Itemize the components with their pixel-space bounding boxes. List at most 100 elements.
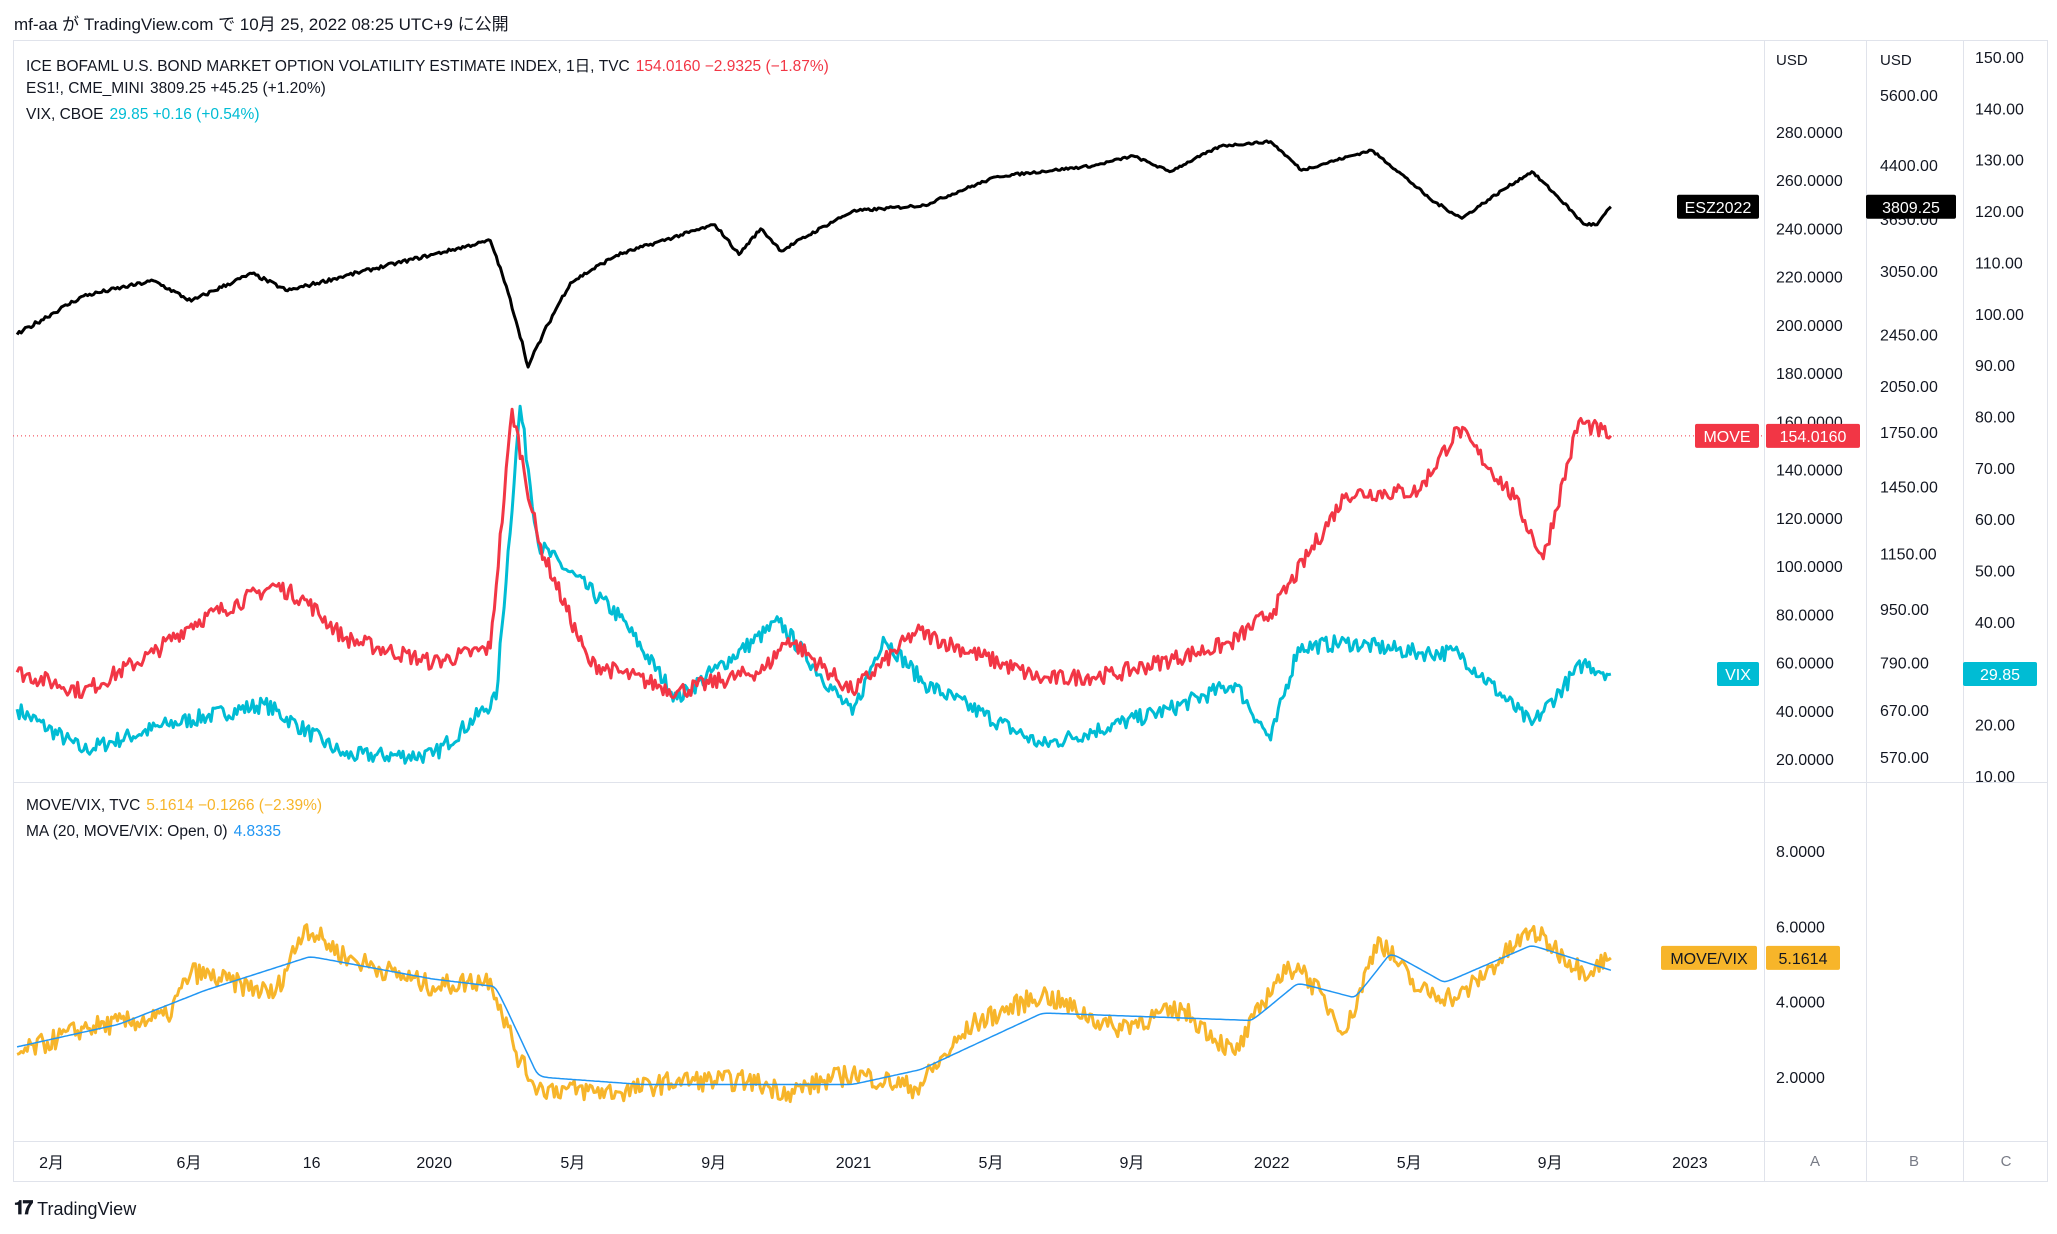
move-axis-tick: 280.0000 bbox=[1776, 125, 1843, 142]
es-axis-tick: 4400.00 bbox=[1880, 158, 1938, 175]
move-name-tag: MOVE bbox=[1703, 429, 1750, 446]
vix-line bbox=[15, 404, 1612, 765]
ratio-axis-tick: 6.0000 bbox=[1776, 919, 1825, 936]
legend-es[interactable]: ES1!, CME_MINI 3809.25 +45.25 (+1.20%) bbox=[26, 80, 326, 98]
ratio-axis-tick: 2.0000 bbox=[1776, 1070, 1825, 1087]
legend-move[interactable]: ICE BOFAML U.S. BOND MARKET OPTION VOLAT… bbox=[26, 54, 829, 76]
panel-divider bbox=[13, 782, 2048, 783]
legend-vix-name: VIX, CBOE bbox=[26, 106, 104, 123]
legend-ma-name: MA (20, MOVE/VIX: Open, 0) bbox=[26, 823, 228, 840]
legend-es-name: ES1!, CME_MINI bbox=[26, 80, 144, 97]
ma-line bbox=[16, 945, 1612, 1086]
move-line bbox=[15, 407, 1613, 700]
es-line bbox=[15, 139, 1612, 369]
legend-ma[interactable]: MA (20, MOVE/VIX: Open, 0) 4.8335 bbox=[26, 823, 281, 841]
ratio-axis-tick: 4.0000 bbox=[1776, 995, 1825, 1012]
legend-ma-value: 4.8335 bbox=[233, 823, 281, 840]
es-axis-tick: 570.00 bbox=[1880, 750, 1929, 767]
vix-axis-tick: 90.00 bbox=[1975, 358, 2015, 375]
move-axis-tick: 100.0000 bbox=[1776, 559, 1843, 576]
time-axis-tick: 5月 bbox=[1397, 1155, 1422, 1172]
move-axis-tick: 40.0000 bbox=[1776, 704, 1834, 721]
vix-axis-tick: 110.00 bbox=[1975, 255, 2023, 272]
move-axis-tick: 240.0000 bbox=[1776, 221, 1843, 238]
vix-axis-tick: 10.00 bbox=[1975, 769, 2015, 786]
es-axis-tick: 950.00 bbox=[1880, 602, 1929, 619]
ratio-line bbox=[16, 923, 1612, 1104]
vix-name-tag: VIX bbox=[1725, 667, 1751, 684]
move-value-tag: 154.0160 bbox=[1780, 429, 1847, 446]
vix-axis-tick: 120.00 bbox=[1975, 204, 2024, 221]
scale-divider-a bbox=[1764, 40, 1765, 1182]
move-axis-tick: 120.0000 bbox=[1776, 511, 1843, 528]
time-axis-tick: 9月 bbox=[701, 1155, 726, 1172]
vix-value-tag-box bbox=[1963, 662, 2037, 687]
legend-vix[interactable]: VIX, CBOE 29.85 +0.16 (+0.54%) bbox=[26, 106, 259, 124]
legend-vix-value: 29.85 +0.16 (+0.54%) bbox=[109, 106, 260, 123]
legend-ratio[interactable]: MOVE/VIX, TVC 5.1614 −0.1266 (−2.39%) bbox=[26, 797, 322, 815]
move-axis-tick: 20.0000 bbox=[1776, 752, 1834, 769]
ratio-name-tag: MOVE/VIX bbox=[1670, 951, 1748, 968]
footer-brand-label: TradingView bbox=[37, 1198, 137, 1219]
ratio-value-tag-box bbox=[1766, 945, 1840, 970]
vix-axis-tick: 70.00 bbox=[1975, 461, 2015, 478]
es-axis-tick: 1450.00 bbox=[1880, 480, 1938, 497]
vix-name-tag-box bbox=[1717, 662, 1759, 687]
vix-axis-tick: 40.00 bbox=[1975, 615, 2015, 632]
time-axis-tick: 9月 bbox=[1538, 1155, 1563, 1172]
time-axis-tick: 2020 bbox=[416, 1155, 452, 1172]
vix-axis-tick: 140.00 bbox=[1975, 101, 2024, 118]
ratio-axis-tick: 8.0000 bbox=[1776, 844, 1825, 861]
scale-mode-b: B bbox=[1909, 1153, 1919, 1170]
vix-axis-tick: 60.00 bbox=[1975, 512, 2015, 529]
es-axis-tick: 2450.00 bbox=[1880, 328, 1938, 345]
footer-brand[interactable]: 𝟏𝟕 TradingView bbox=[14, 1198, 136, 1220]
es-axis-tick: 1150.00 bbox=[1880, 547, 1937, 564]
time-axis-tick: 2月 bbox=[39, 1155, 64, 1172]
publish-header: mf-aa が TradingView.com で 10月 25, 2022 0… bbox=[14, 15, 509, 34]
es-axis-tick: 3050.00 bbox=[1880, 264, 1938, 281]
legend-es-value: 3809.25 +45.25 (+1.20%) bbox=[150, 80, 326, 97]
es-axis-tick: 670.00 bbox=[1880, 703, 1929, 720]
move-axis-tick: 180.0000 bbox=[1776, 366, 1843, 383]
es-name-tag: ESZ2022 bbox=[1685, 200, 1752, 217]
move-axis-tick: 140.0000 bbox=[1776, 463, 1843, 480]
es-value-tag: 3809.25 bbox=[1882, 200, 1940, 217]
time-axis-tick: 5月 bbox=[979, 1155, 1004, 1172]
time-axis-tick: 6月 bbox=[177, 1155, 202, 1172]
move-axis-tick: 200.0000 bbox=[1776, 318, 1843, 335]
move-axis-tick: 220.0000 bbox=[1776, 270, 1843, 287]
ratio-value-tag: 5.1614 bbox=[1779, 951, 1828, 968]
es-name-tag-box bbox=[1677, 194, 1759, 219]
vix-value-tag: 29.85 bbox=[1980, 667, 2020, 684]
chart-frame bbox=[13, 40, 2048, 1182]
time-axis-tick: 2023 bbox=[1672, 1155, 1708, 1172]
legend-move-name: ICE BOFAML U.S. BOND MARKET OPTION VOLAT… bbox=[26, 58, 630, 75]
scale-mode-c: C bbox=[2001, 1153, 2012, 1170]
es-axis-tick: 1750.00 bbox=[1880, 425, 1938, 442]
move-axis-tick: 80.0000 bbox=[1776, 607, 1834, 624]
time-axis-tick: 5月 bbox=[560, 1155, 585, 1172]
vix-axis-tick: 50.00 bbox=[1975, 564, 2015, 581]
time-axis-tick: 9月 bbox=[1119, 1155, 1144, 1172]
move-axis-tick: 60.0000 bbox=[1776, 656, 1834, 673]
legend-ratio-value: 5.1614 −0.1266 (−2.39%) bbox=[146, 797, 323, 814]
es-axis-tick: 790.00 bbox=[1880, 655, 1929, 672]
es-axis-unit: USD bbox=[1880, 52, 1912, 69]
move-axis-unit: USD bbox=[1776, 52, 1808, 69]
vix-axis-tick: 130.00 bbox=[1975, 153, 2024, 170]
scale-mode-a: A bbox=[1810, 1153, 1820, 1170]
legend-move-value: 154.0160 −2.9325 (−1.87%) bbox=[635, 58, 829, 75]
vix-axis-tick: 20.00 bbox=[1975, 718, 2015, 735]
scale-divider-c bbox=[1963, 40, 1964, 1182]
es-axis-tick: 2050.00 bbox=[1880, 379, 1938, 396]
es-value-tag-box bbox=[1866, 194, 1956, 219]
es-axis-tick: 5600.00 bbox=[1880, 88, 1938, 105]
ratio-name-tag-box bbox=[1661, 945, 1757, 970]
move-value-tag-box bbox=[1766, 423, 1860, 448]
tradingview-logo-icon: 𝟏𝟕 bbox=[14, 1198, 33, 1219]
time-axis-tick: 2022 bbox=[1254, 1155, 1290, 1172]
time-axis-divider bbox=[13, 1141, 2048, 1142]
time-axis-tick: 2021 bbox=[836, 1155, 872, 1172]
